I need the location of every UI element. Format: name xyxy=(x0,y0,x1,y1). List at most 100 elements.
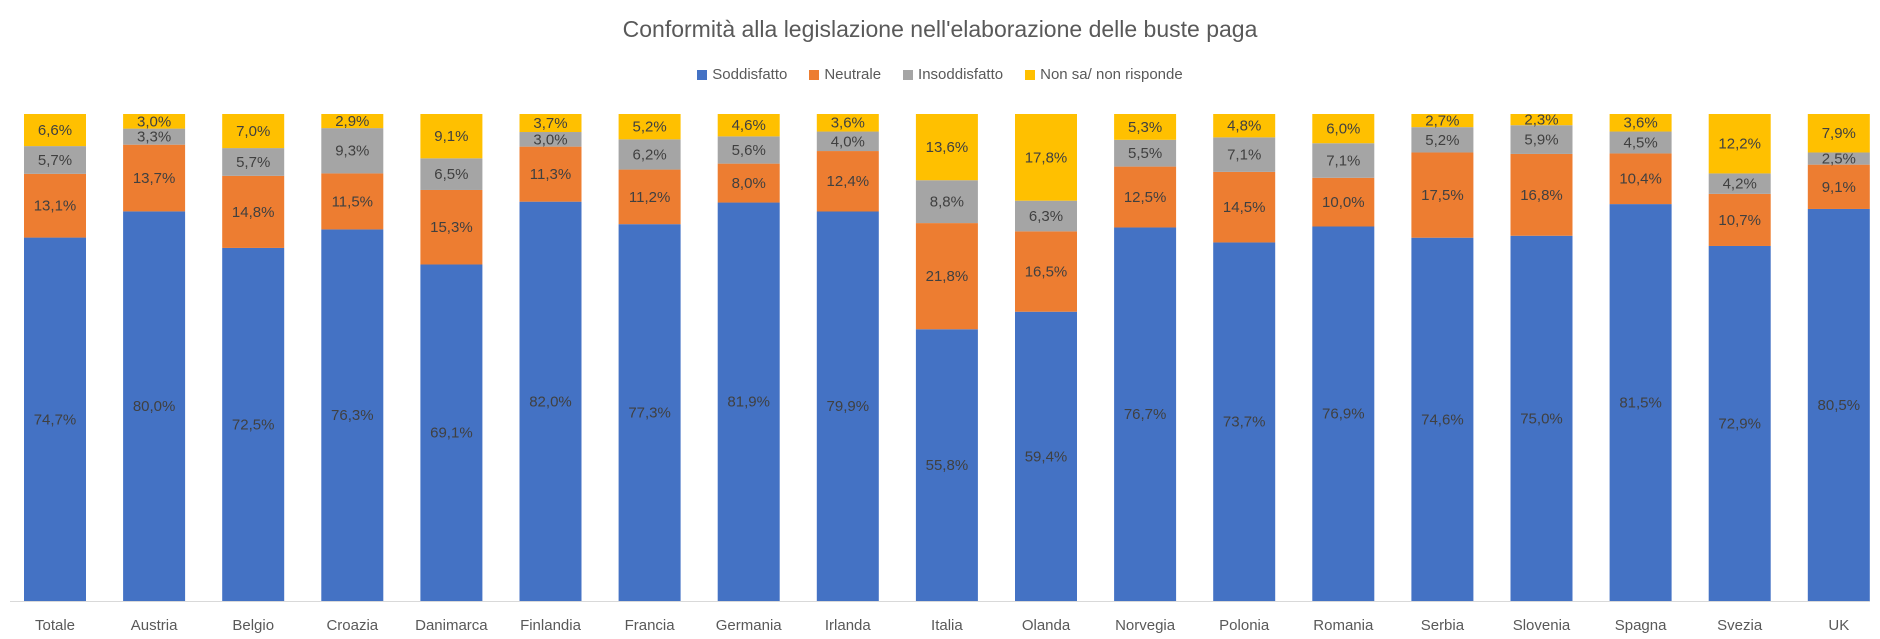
bar-segment-insoddisfatto-danimarca xyxy=(420,158,483,190)
bar-segment-neutrale-finlandia xyxy=(519,146,582,202)
bar-segment-neutrale-olanda xyxy=(1015,231,1077,312)
data-label: 3,0% xyxy=(137,113,171,130)
data-label: 2,3% xyxy=(1524,112,1558,129)
data-label: 12,5% xyxy=(1124,189,1167,206)
bar-segment-soddisfatto-croazia xyxy=(321,229,384,601)
data-label: 11,2% xyxy=(629,189,670,206)
data-label: 4,5% xyxy=(1623,134,1657,151)
data-label: 13,6% xyxy=(926,139,969,156)
bar-segment-non-sa-non-risponde-danimarca xyxy=(420,114,483,159)
bar-segment-insoddisfatto-olanda xyxy=(1015,200,1077,232)
bar-segment-soddisfatto-romania xyxy=(1312,226,1375,601)
bar-segment-non-sa-non-risponde-totale xyxy=(24,114,86,147)
data-label: 6,3% xyxy=(1029,208,1063,225)
bar-segment-soddisfatto-serbia xyxy=(1411,237,1474,601)
bar-segment-insoddisfatto-slovenia xyxy=(1510,125,1573,154)
data-label: 6,5% xyxy=(434,166,468,183)
data-label: 16,5% xyxy=(1025,264,1068,281)
legend-item-neutrale: Neutrale xyxy=(809,66,881,83)
data-label: 7,1% xyxy=(1326,152,1360,169)
bar-segment-soddisfatto-uk xyxy=(1807,208,1870,601)
data-label: 3,3% xyxy=(137,129,171,146)
data-label: 9,1% xyxy=(434,128,468,145)
data-label: 11,5% xyxy=(332,193,373,210)
bar-segment-non-sa-non-risponde-serbia xyxy=(1411,114,1474,128)
data-label: 2,7% xyxy=(1425,113,1459,130)
bar-segment-soddisfatto-francia xyxy=(618,224,681,601)
data-label: 17,8% xyxy=(1025,149,1068,166)
data-label: 10,4% xyxy=(1619,171,1662,188)
bar-segment-neutrale-uk xyxy=(1807,164,1870,209)
data-label: 9,3% xyxy=(335,143,369,160)
data-label: 74,7% xyxy=(34,411,77,428)
bar-segment-insoddisfatto-polonia xyxy=(1213,137,1276,172)
bar-segment-non-sa-non-risponde-germania xyxy=(717,114,780,137)
bar-segment-non-sa-non-risponde-francia xyxy=(618,114,681,140)
data-label: 16,8% xyxy=(1520,187,1563,204)
data-label: 5,7% xyxy=(236,154,270,171)
bar-segment-soddisfatto-slovenia xyxy=(1510,235,1573,601)
x-tick-label: Danimarca xyxy=(415,617,488,634)
legend-item-insoddisfatto: Insoddisfatto xyxy=(903,66,1003,83)
data-label: 7,9% xyxy=(1822,125,1856,142)
bar-segment-neutrale-polonia xyxy=(1213,171,1276,243)
bar-segment-neutrale-irlanda xyxy=(816,151,879,212)
data-label: 10,7% xyxy=(1718,212,1761,229)
bar-segment-soddisfatto-norvegia xyxy=(1114,227,1177,601)
x-tick-label: Finlandia xyxy=(520,617,582,634)
data-label: 69,1% xyxy=(430,425,473,442)
bar-segment-neutrale-belgio xyxy=(222,175,285,248)
data-label: 4,0% xyxy=(831,133,865,150)
x-tick-label: Francia xyxy=(625,617,676,634)
bar-segment-neutrale-norvegia xyxy=(1114,166,1177,228)
data-label: 8,8% xyxy=(930,194,964,211)
data-label: 2,9% xyxy=(335,113,369,130)
data-label: 12,4% xyxy=(827,173,870,190)
x-tick-label: Svezia xyxy=(1717,617,1763,634)
data-label: 13,1% xyxy=(34,198,77,215)
x-tick-label: Romania xyxy=(1313,617,1374,634)
bar-segment-neutrale-francia xyxy=(618,169,681,225)
data-label: 5,9% xyxy=(1524,132,1558,149)
data-label: 5,2% xyxy=(1425,132,1459,149)
data-label: 3,6% xyxy=(831,115,865,132)
x-tick-label: Austria xyxy=(131,617,178,634)
bar-segment-insoddisfatto-svezia xyxy=(1708,173,1771,194)
data-label: 79,9% xyxy=(827,398,870,415)
bar-segment-non-sa-non-risponde-olanda xyxy=(1015,114,1077,201)
legend-swatch-non-sa xyxy=(1025,69,1036,80)
x-tick-label: Totale xyxy=(35,617,75,634)
bar-segment-insoddisfatto-croazia xyxy=(321,128,384,174)
legend-swatch-soddisfatto xyxy=(697,69,708,80)
x-tick-label: Norvegia xyxy=(1115,617,1176,634)
bar-segment-soddisfatto-belgio xyxy=(222,247,285,602)
bar-segment-insoddisfatto-germania xyxy=(717,136,780,164)
bar-segment-non-sa-non-risponde-finlandia xyxy=(519,114,582,133)
legend: Soddisfatto Neutrale Insoddisfatto Non s… xyxy=(0,66,1880,83)
bar-segment-soddisfatto-polonia xyxy=(1213,242,1276,601)
legend-label-insoddisfatto: Insoddisfatto xyxy=(918,66,1004,83)
data-label: 4,6% xyxy=(732,117,766,134)
bar-segment-neutrale-germania xyxy=(717,163,780,203)
data-label: 73,7% xyxy=(1223,414,1266,431)
data-label: 74,6% xyxy=(1421,411,1464,428)
bar-segment-non-sa-non-risponde-austria xyxy=(123,114,186,129)
data-label: 76,3% xyxy=(331,407,374,424)
x-tick-label: UK xyxy=(1828,617,1849,634)
data-label: 3,0% xyxy=(533,131,567,148)
x-tick-label: Slovenia xyxy=(1513,617,1571,634)
legend-label-neutrale: Neutrale xyxy=(824,66,882,83)
data-label: 82,0% xyxy=(529,393,572,410)
data-label: 13,7% xyxy=(133,170,176,187)
data-label: 15,3% xyxy=(430,219,473,236)
data-label: 81,5% xyxy=(1619,395,1662,412)
bar-segment-soddisfatto-olanda xyxy=(1015,311,1077,601)
legend-label-soddisfatto: Soddisfatto xyxy=(712,66,788,83)
bar-segment-insoddisfatto-austria xyxy=(123,128,186,145)
data-label: 12,2% xyxy=(1718,136,1761,153)
data-label: 59,4% xyxy=(1025,448,1068,465)
bar-segment-insoddisfatto-norvegia xyxy=(1114,139,1177,167)
data-label: 10,0% xyxy=(1322,194,1365,211)
